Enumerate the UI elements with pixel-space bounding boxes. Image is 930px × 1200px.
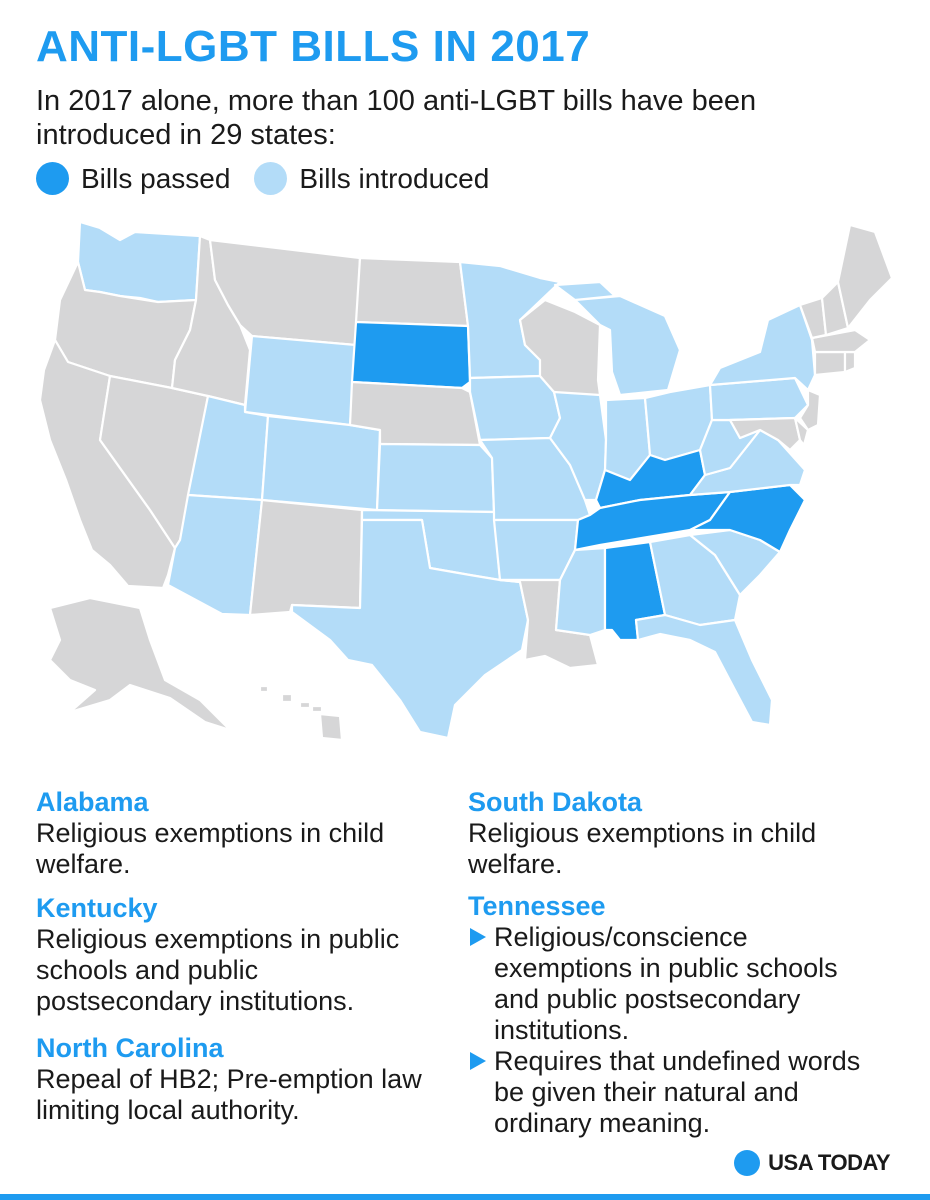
state-kansas	[375, 442, 496, 514]
note-text: Religious exemptions in child welfare.	[36, 818, 385, 879]
logo-dot-icon	[734, 1150, 761, 1176]
note-bullet-text: Requires that undefined words be given t…	[494, 1046, 861, 1138]
page-subtitle: In 2017 alone, more than 100 anti-LGBT b…	[36, 85, 757, 151]
us-map	[30, 205, 900, 765]
state-north-carolina	[688, 483, 807, 554]
state-wyoming	[243, 334, 358, 427]
state-delaware	[793, 416, 810, 447]
state-iowa	[468, 374, 562, 442]
legend: Bills passed Bills introduced	[36, 162, 513, 195]
legend-label-introduced: Bills introduced	[299, 162, 490, 194]
state-hawaii	[258, 684, 344, 742]
note-kentucky: Kentucky Religious exemptions in public …	[36, 892, 456, 1017]
note-bullet-text: Religious/conscience exemptions in publi…	[494, 922, 838, 1045]
state-texas	[290, 518, 530, 740]
legend-item-introduced: Bills introduced	[254, 162, 489, 195]
bottom-accent-bar	[0, 1194, 930, 1200]
note-bullet: Requires that undefined words be given t…	[468, 1046, 888, 1139]
state-michigan	[553, 280, 682, 397]
legend-item-passed: Bills passed	[36, 162, 230, 195]
state-washington	[76, 220, 202, 304]
page-title: ANTI-LGBT BILLS IN 2017	[36, 22, 591, 71]
usa-today-logo: USA TODAY	[734, 1150, 890, 1176]
state-north-dakota	[354, 256, 470, 328]
note-text: Religious exemptions in child welfare.	[468, 818, 817, 879]
introduced-swatch-icon	[254, 162, 288, 195]
note-state-name: South Dakota	[468, 787, 643, 817]
triangle-right-icon	[470, 928, 486, 946]
state-rhode-island	[843, 350, 857, 374]
state-new-mexico	[248, 498, 364, 617]
state-alaska	[48, 596, 232, 732]
note-state-name: Kentucky	[36, 893, 158, 923]
note-state-name: Alabama	[36, 787, 149, 817]
state-maine	[836, 223, 894, 330]
state-illinois	[548, 390, 608, 502]
note-south-dakota: South Dakota Religious exemptions in chi…	[468, 786, 888, 880]
note-text: Repeal of HB2; Pre-emption law limiting …	[36, 1064, 422, 1125]
note-alabama: Alabama Religious exemptions in child we…	[36, 786, 456, 880]
note-north-carolina: North Carolina Repeal of HB2; Pre-emptio…	[36, 1032, 456, 1126]
note-state-name: North Carolina	[36, 1033, 224, 1063]
state-florida	[634, 613, 774, 727]
legend-label-passed: Bills passed	[81, 162, 231, 194]
us-map-svg	[38, 220, 894, 742]
passed-swatch-icon	[36, 162, 69, 195]
note-tennessee: Tennessee Religious/conscience exemption…	[468, 890, 888, 1139]
note-text: Religious exemptions in public schools a…	[36, 924, 400, 1016]
triangle-right-icon	[470, 1052, 486, 1070]
note-bullet: Religious/conscience exemptions in publi…	[468, 922, 888, 1046]
state-south-dakota	[350, 320, 472, 390]
note-state-name: Tennessee	[468, 891, 606, 921]
logo-text: USA TODAY	[768, 1150, 890, 1175]
state-connecticut	[813, 350, 847, 377]
state-colorado	[260, 414, 382, 512]
state-new-york	[708, 303, 817, 392]
